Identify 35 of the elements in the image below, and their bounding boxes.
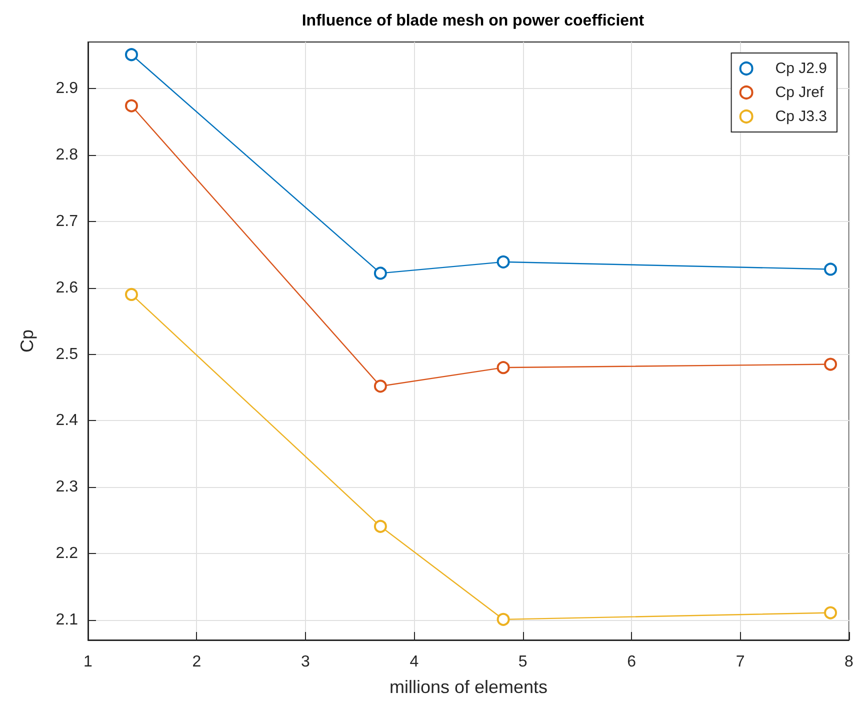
y-axis-title: Cp — [17, 329, 37, 353]
point — [124, 288, 138, 301]
chart-title: Influence of blade mesh on power coefficient — [302, 12, 645, 30]
x-tick-label: 3 — [300, 654, 310, 670]
point — [496, 612, 510, 626]
y-tick-label: 2.7 — [56, 212, 78, 230]
x-tick-label: 6 — [627, 654, 636, 670]
point — [374, 520, 387, 533]
x-tick-label: 1 — [84, 654, 93, 670]
y-tick-label: 2.8 — [56, 146, 78, 164]
x-tick-label: 4 — [410, 654, 419, 670]
legend-label: Cp J2.9 — [775, 60, 828, 77]
y-tick-label: 2.3 — [56, 478, 78, 496]
y-tick-label: 2.6 — [56, 279, 78, 296]
point — [496, 361, 510, 374]
y-tick-label: 2.9 — [56, 80, 78, 98]
y-tick-label: 2.5 — [56, 346, 78, 363]
point — [124, 48, 138, 62]
y-tick-label: 2.2 — [56, 545, 78, 562]
x-tick-label: 8 — [844, 654, 854, 670]
y-tick-label: 2.4 — [56, 412, 78, 430]
x-tick-label: 5 — [518, 654, 528, 670]
point — [496, 255, 510, 268]
point — [374, 266, 387, 280]
x-tick-label: 2 — [192, 654, 202, 670]
point — [824, 606, 838, 620]
y-tick-label: 2.1 — [56, 612, 78, 629]
x-axis-title: millions of elements — [389, 677, 548, 697]
x-tick-label: 7 — [736, 654, 745, 670]
point — [824, 262, 838, 276]
legend-label: Cp Jref — [775, 84, 824, 101]
point — [374, 380, 387, 393]
point — [824, 358, 838, 371]
legend-label: Cp J3.3 — [775, 108, 828, 125]
point — [124, 99, 138, 112]
